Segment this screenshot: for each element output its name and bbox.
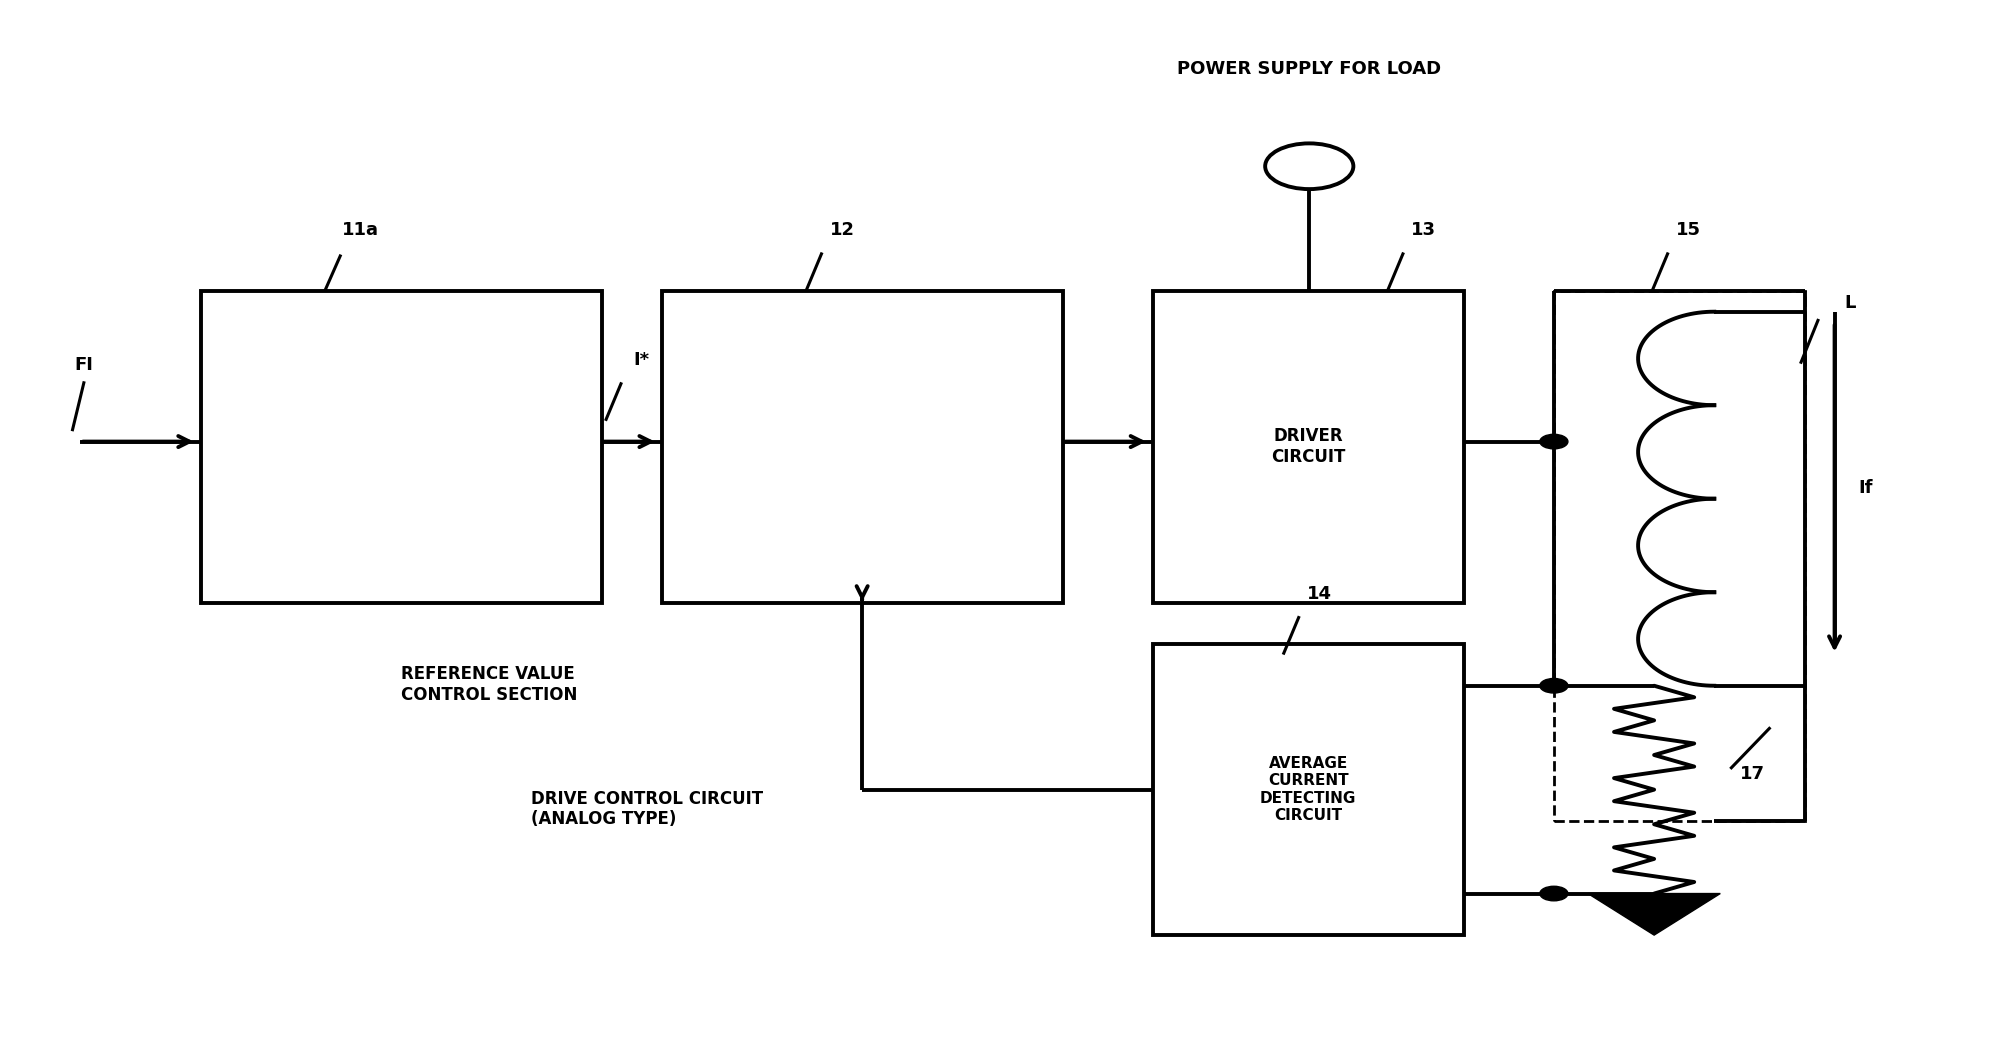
Text: 11a: 11a (343, 221, 379, 239)
Text: 14: 14 (1307, 585, 1331, 603)
Circle shape (1540, 678, 1568, 693)
Bar (1153, 644, 1464, 935)
Text: 15: 15 (1676, 221, 1700, 239)
Text: REFERENCE VALUE
CONTROL SECTION: REFERENCE VALUE CONTROL SECTION (401, 665, 577, 703)
Text: 13: 13 (1412, 221, 1436, 239)
Text: 17: 17 (1740, 765, 1764, 783)
Text: If: If (1859, 479, 1873, 498)
Bar (1153, 291, 1464, 603)
Text: DRIVE CONTROL CIRCUIT
(ANALOG TYPE): DRIVE CONTROL CIRCUIT (ANALOG TYPE) (531, 790, 764, 828)
Text: POWER SUPPLY FOR LOAD: POWER SUPPLY FOR LOAD (1177, 60, 1442, 78)
Text: 12: 12 (830, 221, 854, 239)
Circle shape (1540, 434, 1568, 449)
Polygon shape (1588, 894, 1720, 935)
Bar (662, 291, 1063, 603)
Bar (1554, 291, 1804, 821)
Text: AVERAGE
CURRENT
DETECTING
CIRCUIT: AVERAGE CURRENT DETECTING CIRCUIT (1259, 756, 1357, 823)
Text: I*: I* (634, 351, 650, 369)
Circle shape (1540, 886, 1568, 901)
Bar (200, 291, 602, 603)
Text: FI: FI (74, 356, 94, 374)
Text: DRIVER
CIRCUIT: DRIVER CIRCUIT (1271, 427, 1345, 467)
Text: L: L (1845, 294, 1857, 312)
